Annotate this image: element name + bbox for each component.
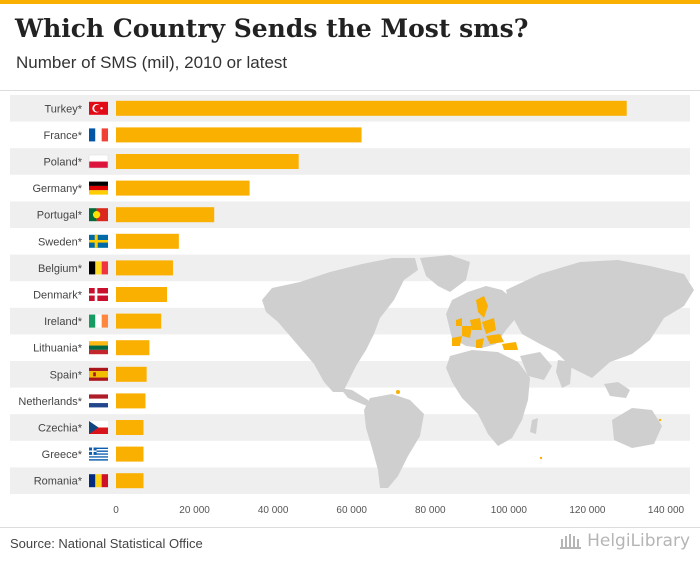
- bar-spain[interactable]: [116, 366, 147, 382]
- lithuania-flag-icon: [89, 341, 108, 355]
- category-label: Ireland*: [44, 316, 83, 328]
- bar-netherlands[interactable]: [116, 393, 146, 409]
- bar-czechia[interactable]: [116, 420, 144, 435]
- netherlands-flag-icon: [89, 394, 108, 408]
- footer-divider: [0, 527, 700, 528]
- x-tick-label: 0: [113, 505, 119, 516]
- x-tick-label: 100 000: [491, 505, 528, 516]
- denmark-flag-icon: [89, 288, 108, 301]
- category-label: Germany*: [32, 183, 82, 195]
- category-label: Denmark*: [33, 290, 83, 302]
- bar-romania[interactable]: [116, 473, 144, 489]
- category-label: Belgium*: [38, 263, 83, 275]
- germany-flag-icon: [89, 181, 108, 195]
- x-tick-label: 40 000: [258, 505, 289, 516]
- category-label: France*: [43, 130, 82, 142]
- bar-lithuania[interactable]: [116, 340, 150, 356]
- sweden-flag-icon: [89, 234, 108, 248]
- chart-title: Which Country Sends the Most sms?: [15, 14, 529, 43]
- helgilibrary-logo[interactable]: HelgiLibrary: [560, 531, 690, 551]
- category-label: Greece*: [42, 449, 83, 461]
- bars: [116, 100, 627, 489]
- category-label: Spain*: [50, 369, 83, 381]
- row-band: [10, 467, 690, 494]
- belgium-flag-icon: [89, 261, 109, 275]
- poland-flag-icon: [88, 154, 109, 169]
- library-columns-icon: [560, 534, 582, 549]
- category-label: Romania*: [34, 476, 83, 488]
- bar-sweden[interactable]: [116, 233, 179, 249]
- greece-flag-icon: [89, 447, 108, 461]
- map-highlight-countries: [396, 296, 662, 460]
- row-band: [10, 414, 690, 441]
- bar-poland[interactable]: [116, 154, 299, 169]
- category-label: Czechia*: [38, 423, 83, 435]
- flags: [88, 101, 109, 488]
- bar-denmark[interactable]: [116, 287, 168, 302]
- world-map-background: [262, 255, 694, 488]
- row-band: [10, 201, 690, 228]
- bar-france[interactable]: [116, 127, 362, 143]
- source-note: Source: National Statistical Office: [10, 536, 203, 551]
- category-label: Netherlands*: [18, 396, 82, 408]
- x-axis-ticks: 0 20 000 40 000 60 000 80 000 100 000 120 000 1…: [113, 505, 684, 516]
- category-label: Portugal*: [37, 210, 83, 222]
- bar-belgium[interactable]: [116, 260, 173, 276]
- x-tick-label: 120 000: [569, 505, 606, 516]
- bar-ireland[interactable]: [116, 313, 162, 329]
- x-tick-label: 140 000: [648, 505, 685, 516]
- bar-portugal[interactable]: [116, 207, 215, 223]
- brand-name: HelgiLibrary: [587, 531, 690, 551]
- category-label: Turkey*: [45, 103, 83, 115]
- x-tick-label: 20 000: [179, 505, 210, 516]
- france-flag-icon: [89, 128, 109, 142]
- header-divider: [0, 90, 700, 91]
- x-tick-label: 80 000: [415, 505, 446, 516]
- portugal-flag-icon: [89, 208, 108, 222]
- spain-flag-icon: [89, 367, 108, 381]
- czechia-flag-icon: [89, 421, 108, 434]
- romania-flag-icon: [89, 474, 109, 488]
- bar-greece[interactable]: [116, 446, 144, 462]
- category-label: Poland*: [43, 157, 82, 169]
- bar-germany[interactable]: [116, 180, 250, 196]
- ireland-flag-icon: [89, 314, 109, 328]
- category-label: Lithuania*: [33, 343, 83, 355]
- chart-subtitle: Number of SMS (mil), 2010 or latest: [16, 53, 288, 72]
- category-label: Sweden*: [38, 236, 83, 248]
- row-band: [10, 148, 690, 175]
- top-accent-bar: [0, 0, 700, 4]
- x-tick-label: 60 000: [336, 505, 367, 516]
- category-labels: Turkey* France* Poland* Germany* Portugal* Sw…: [18, 103, 82, 487]
- bar-turkey[interactable]: [116, 100, 627, 116]
- turkey-flag-icon: [89, 101, 108, 115]
